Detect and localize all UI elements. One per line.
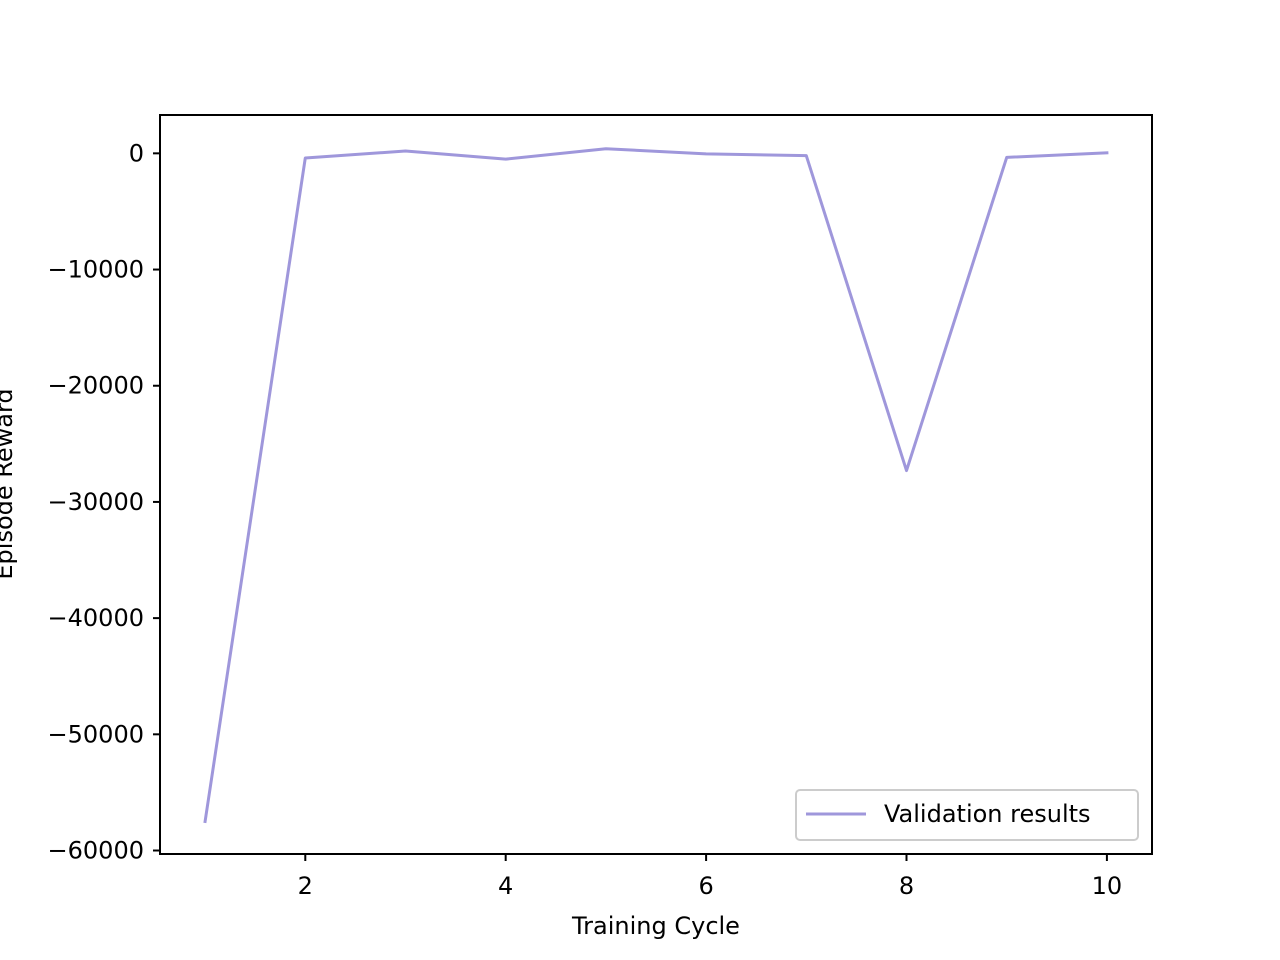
y-tick-label-4: −40000 <box>48 604 144 632</box>
x-tick-label-3: 8 <box>899 872 914 900</box>
y-tick-label-5: −50000 <box>48 720 144 748</box>
legend-frame <box>795 789 1139 841</box>
y-tick-label-0: 0 <box>129 139 144 167</box>
x-tick-label-2: 6 <box>698 872 713 900</box>
x-tick-label-1: 4 <box>498 872 513 900</box>
series-line-0 <box>203 147 1109 824</box>
legend: Validation results <box>795 789 1139 841</box>
x-tick-label-4: 10 <box>1092 872 1123 900</box>
plot-area: 2 4 6 8 10 0 −10000 −20000 −30000 −40000 −50000 −60… <box>48 114 1153 900</box>
y-tick-label-2: −20000 <box>48 372 144 400</box>
y-tick-label-6: −60000 <box>48 837 144 865</box>
x-axis-label: Training Cycle <box>571 912 740 940</box>
x-tick-label-0: 2 <box>298 872 313 900</box>
y-tick-label-3: −30000 <box>48 488 144 516</box>
y-tick-label-1: −10000 <box>48 256 144 284</box>
y-axis-label: Episode Reward <box>0 388 18 579</box>
legend-label-validation-results: Validation results <box>884 800 1091 828</box>
axes-frame <box>159 114 1153 855</box>
